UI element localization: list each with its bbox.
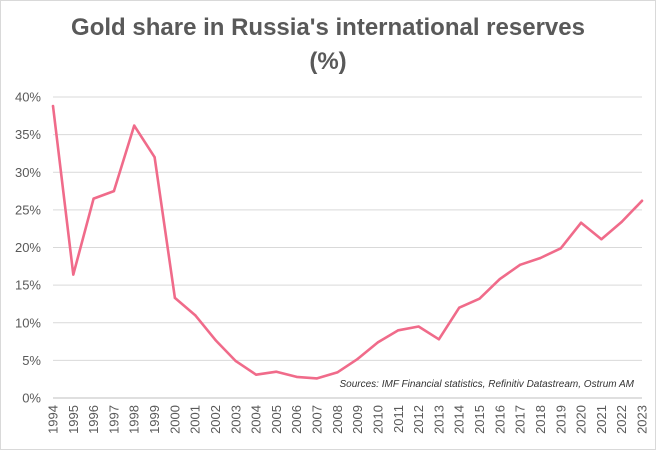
- y-tick-label: 20%: [15, 240, 41, 255]
- source-note: Sources: IMF Financial statistics, Refin…: [339, 379, 634, 390]
- x-tick-label: 2018: [533, 405, 548, 434]
- data-point: [51, 104, 55, 108]
- x-tick-label: 2019: [553, 405, 568, 434]
- data-point: [133, 124, 136, 127]
- data-point: [640, 199, 644, 203]
- data-point: [376, 341, 380, 344]
- data-point: [254, 373, 258, 376]
- y-axis: 0% 5% 10% 15% 20% 25% 30% 35% 40%: [15, 90, 41, 406]
- data-point: [559, 247, 562, 250]
- y-tick-label: 30%: [15, 165, 41, 180]
- x-tick-label: 2014: [452, 405, 467, 434]
- x-tick-label: 2005: [269, 405, 284, 434]
- x-tick-label: 2016: [492, 405, 507, 434]
- data-point: [356, 357, 359, 361]
- data-point: [92, 197, 95, 200]
- chart-title-line-2: (%): [309, 48, 347, 75]
- chart-title-line-1: Gold share in Russia's international res…: [71, 14, 585, 41]
- data-point: [295, 375, 298, 379]
- x-tick-label: 2008: [330, 405, 345, 434]
- data-point: [234, 359, 237, 363]
- series-layer: [51, 104, 644, 380]
- x-tick-label: 2022: [614, 405, 629, 434]
- y-tick-label: 10%: [15, 315, 41, 330]
- x-tick-label: 2015: [472, 405, 487, 434]
- data-point: [620, 220, 623, 224]
- data-point: [539, 256, 542, 260]
- data-point: [336, 371, 339, 374]
- data-point: [193, 314, 197, 317]
- x-tick-label: 1994: [46, 405, 61, 434]
- x-tick-label: 2023: [635, 405, 650, 434]
- data-point: [72, 273, 75, 276]
- x-tick-label: 2010: [370, 405, 385, 434]
- x-tick-label: 1995: [66, 405, 81, 434]
- data-point: [478, 297, 481, 300]
- y-tick-label: 40%: [15, 90, 41, 105]
- data-point: [153, 156, 156, 159]
- chart-title: Gold share in Russia's international res…: [1, 11, 655, 79]
- x-tick-label: 2006: [289, 405, 304, 434]
- x-tick-label: 2021: [594, 405, 609, 434]
- data-point: [458, 306, 461, 309]
- x-tick-label: 2002: [208, 405, 223, 434]
- data-point: [437, 338, 441, 341]
- data-point: [112, 189, 116, 193]
- data-point: [579, 221, 583, 224]
- x-tick-label: 2009: [350, 405, 365, 434]
- y-tick-label: 25%: [15, 202, 41, 217]
- y-tick-label: 0%: [22, 391, 41, 406]
- data-point: [315, 377, 319, 380]
- x-tick-label: 1999: [147, 405, 162, 434]
- data-point: [397, 329, 400, 332]
- y-tick-label: 5%: [22, 353, 41, 368]
- x-tick-label: 1998: [127, 405, 142, 434]
- x-tick-label: 2020: [574, 405, 589, 434]
- data-point: [600, 238, 603, 241]
- y-tick-label: 15%: [15, 278, 41, 293]
- data-point: [417, 325, 420, 328]
- x-tick-label: 2011: [391, 405, 406, 433]
- x-tick-label: 2017: [513, 405, 528, 434]
- series-line-gold-share: [51, 104, 644, 380]
- data-point: [173, 296, 177, 300]
- x-tick-label: 2003: [228, 405, 243, 434]
- x-tick-label: 2001: [188, 405, 203, 434]
- data-point: [275, 370, 278, 373]
- x-tick-label: 1997: [106, 405, 121, 434]
- data-point: [214, 338, 217, 342]
- x-tick-label: 2004: [249, 405, 264, 434]
- x-tick-label: 2012: [411, 405, 426, 434]
- data-point: [518, 263, 522, 267]
- x-tick-label: 1996: [86, 405, 101, 434]
- data-point: [498, 277, 502, 281]
- x-tick-label: 2007: [310, 405, 325, 434]
- gridlines: [53, 96, 642, 399]
- x-tick-label: 2013: [431, 405, 446, 434]
- y-tick-label: 35%: [15, 127, 41, 142]
- x-axis: 1994 1995 1996 1997 1998 1999 2000 2001 2002 2003…: [46, 405, 650, 434]
- x-tick-label: 2000: [167, 405, 182, 434]
